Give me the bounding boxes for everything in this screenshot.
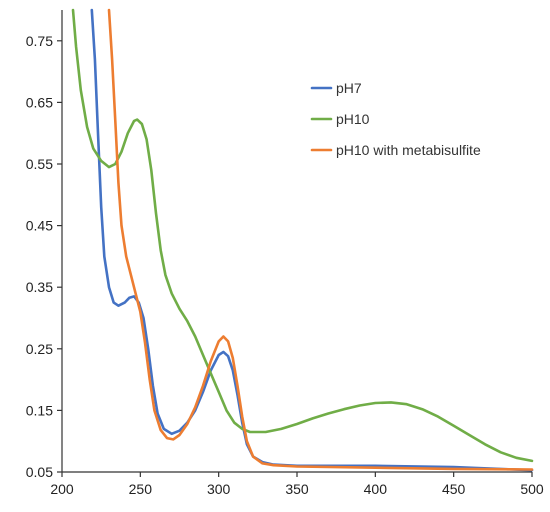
x-tick-label: 300 bbox=[207, 481, 231, 497]
y-tick-label: 0.65 bbox=[26, 94, 53, 110]
x-axis-ticks: 200 250 300 350 400 450 500 bbox=[50, 472, 544, 497]
y-tick-label: 0.25 bbox=[26, 341, 53, 357]
x-tick-label: 350 bbox=[285, 481, 309, 497]
plot-lines bbox=[71, 8, 534, 472]
x-tick-label: 400 bbox=[364, 481, 388, 497]
y-axis-ticks: 0.05 0.15 0.25 0.35 0.45 0.55 0.65 0.75 bbox=[26, 33, 62, 480]
legend-label: pH10 with metabisulfite bbox=[336, 142, 481, 158]
legend: pH7 pH10 pH10 with metabisulfite bbox=[310, 80, 481, 158]
series-line-2 bbox=[71, 8, 534, 463]
y-tick-label: 0.75 bbox=[26, 33, 53, 49]
series-line-3 bbox=[107, 8, 534, 471]
series-line-1 bbox=[90, 8, 534, 472]
y-tick-label: 0.15 bbox=[26, 402, 53, 418]
x-tick-label: 250 bbox=[129, 481, 153, 497]
legend-label: pH10 bbox=[336, 111, 370, 127]
y-tick-label: 0.45 bbox=[26, 218, 53, 234]
legend-label: pH7 bbox=[336, 80, 362, 96]
x-tick-label: 450 bbox=[442, 481, 466, 497]
x-tick-label: 200 bbox=[50, 481, 74, 497]
x-tick-label: 500 bbox=[520, 481, 544, 497]
y-tick-label: 0.55 bbox=[26, 156, 53, 172]
y-tick-label: 0.35 bbox=[26, 279, 53, 295]
y-tick-label: 0.05 bbox=[26, 464, 53, 480]
